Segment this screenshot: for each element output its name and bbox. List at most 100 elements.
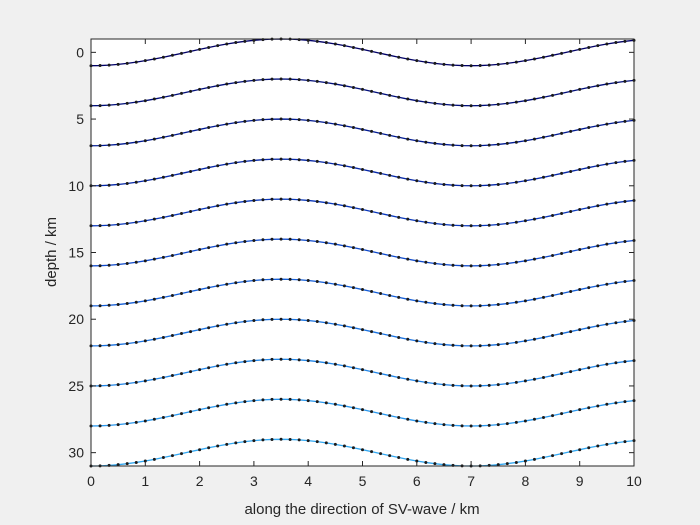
data-point [225, 202, 229, 206]
data-point [514, 340, 518, 344]
data-point [134, 300, 138, 304]
data-point [161, 135, 165, 139]
data-point [442, 62, 446, 66]
data-point [469, 344, 473, 348]
data-point [324, 281, 328, 285]
y-tick-label: 0 [76, 44, 84, 60]
data-point [614, 81, 618, 85]
data-point [342, 204, 346, 208]
data-point [270, 117, 274, 121]
data-point [143, 259, 147, 263]
data-point [180, 452, 183, 456]
data-point [207, 246, 211, 250]
data-point [578, 448, 582, 452]
data-point [261, 278, 265, 282]
data-point [415, 459, 419, 463]
data-point [261, 118, 265, 122]
data-point [98, 384, 102, 388]
data-point [198, 208, 202, 211]
data-point [623, 199, 627, 203]
data-point [433, 382, 437, 386]
data-point [234, 321, 238, 325]
data-point [288, 197, 292, 201]
data-point [496, 263, 500, 267]
data-point [270, 277, 274, 281]
data-point [406, 457, 410, 461]
data-point [415, 179, 419, 183]
data-point [216, 364, 220, 368]
data-point [107, 63, 111, 67]
data-point [324, 161, 328, 165]
data-point [478, 224, 482, 228]
data-point [433, 462, 437, 466]
series-4 [89, 197, 636, 228]
data-point [442, 222, 446, 226]
data-point [551, 173, 555, 177]
data-point [297, 278, 301, 282]
data-point [143, 379, 147, 383]
data-point [551, 334, 555, 338]
data-point [496, 463, 500, 467]
data-point [442, 263, 446, 267]
data-point [415, 299, 419, 303]
data-point [324, 41, 328, 45]
data-point [397, 215, 401, 219]
data-point [180, 91, 183, 95]
y-tick-label: 10 [68, 178, 84, 194]
data-point [207, 45, 211, 49]
data-point [225, 402, 229, 406]
data-point [478, 264, 482, 268]
data-point [180, 292, 183, 296]
data-point [605, 82, 609, 86]
data-point [505, 382, 509, 386]
data-point [388, 173, 392, 177]
data-point [134, 420, 138, 424]
data-point [98, 304, 102, 308]
data-point [216, 324, 220, 328]
data-point [180, 252, 183, 255]
data-point [180, 171, 183, 175]
data-point [107, 383, 111, 387]
data-point [198, 248, 202, 252]
data-point [333, 242, 337, 246]
data-point [424, 260, 428, 264]
data-point [170, 93, 174, 97]
data-point [198, 87, 202, 91]
data-point [406, 417, 410, 421]
data-point [451, 103, 455, 107]
data-point [297, 198, 301, 202]
data-point [161, 375, 165, 379]
data-point [198, 328, 202, 332]
data-point [270, 397, 274, 401]
data-point [225, 362, 229, 366]
data-point [505, 342, 509, 346]
data-point [379, 211, 383, 215]
data-point [388, 53, 392, 57]
data-point [542, 95, 545, 99]
data-point [234, 41, 238, 45]
data-point [243, 440, 247, 444]
data-point [514, 460, 518, 464]
data-point [315, 440, 319, 444]
data-point [333, 202, 337, 206]
data-point [315, 320, 319, 324]
data-point [361, 208, 364, 211]
data-point [397, 456, 401, 460]
data-point [152, 377, 156, 381]
data-point [261, 198, 265, 202]
data-point [143, 139, 147, 143]
series-9 [89, 397, 636, 428]
data-point [180, 412, 183, 416]
data-point [351, 206, 355, 210]
data-point [424, 140, 428, 144]
data-point [523, 139, 527, 143]
data-point [116, 182, 120, 186]
data-point [451, 183, 455, 187]
data-point [514, 140, 518, 144]
data-point [596, 324, 600, 328]
data-point [252, 439, 256, 443]
data-point [478, 144, 482, 148]
data-point [487, 63, 491, 67]
data-point [560, 91, 564, 95]
data-point [261, 438, 265, 442]
